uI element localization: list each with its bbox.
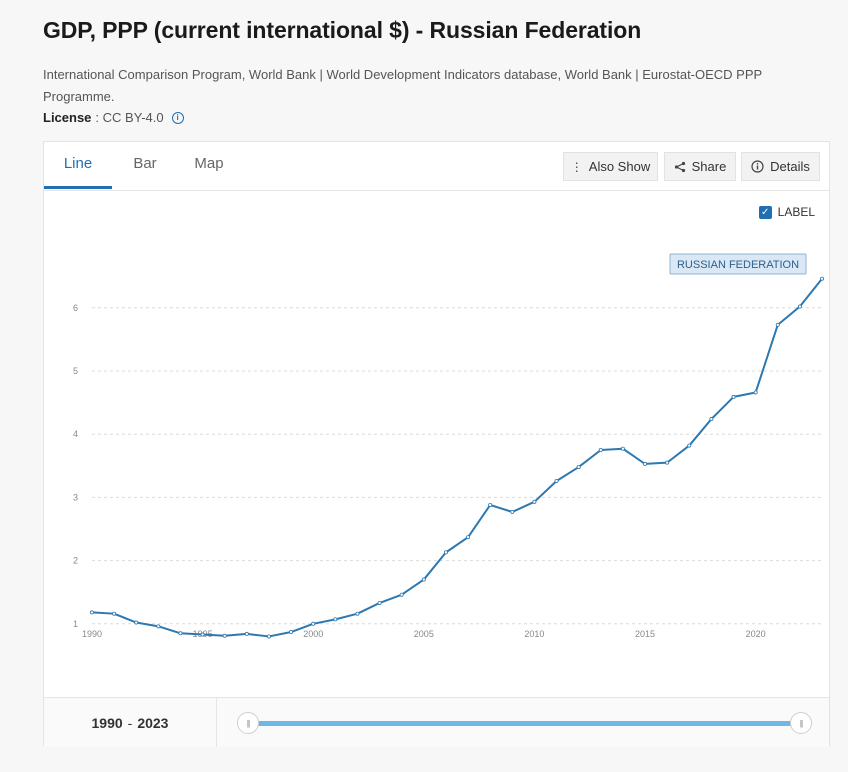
data-point — [134, 620, 139, 625]
range-end-handle[interactable]: ||| — [790, 712, 812, 734]
data-point — [399, 592, 404, 597]
x-tick-label: 1990 — [82, 629, 102, 639]
data-point — [266, 634, 271, 639]
tab-bar[interactable]: Bar — [133, 155, 157, 172]
data-point — [687, 443, 692, 448]
data-point — [576, 465, 581, 470]
data-point — [333, 617, 338, 622]
series-line — [91, 278, 823, 638]
more-vertical-icon: ⋮ — [570, 159, 583, 174]
data-point — [620, 446, 625, 451]
y-tick-label: 2 — [73, 556, 78, 566]
data-point — [532, 499, 537, 504]
data-point — [775, 322, 780, 327]
data-point — [643, 461, 648, 466]
chart-card: Line Bar Map ⋮ Also Show Share Details ✓… — [43, 141, 830, 747]
data-point — [222, 633, 227, 638]
x-tick-label: 2010 — [524, 629, 544, 639]
data-point — [200, 632, 205, 637]
tab-line[interactable]: Line — [44, 142, 112, 189]
license-value[interactable]: CC BY-4.0 — [102, 110, 164, 125]
page-title: GDP, PPP (current international $) - Rus… — [43, 17, 642, 43]
chart-grid — [92, 307, 822, 625]
data-point — [665, 460, 670, 465]
data-point — [355, 611, 360, 616]
label-toggle[interactable]: ✓ LABEL — [758, 205, 815, 219]
data-point — [244, 631, 249, 636]
data-point — [753, 390, 758, 395]
range-slider-track[interactable] — [249, 721, 801, 726]
source-text: International Comparison Program, World … — [43, 67, 762, 104]
data-point — [554, 478, 559, 483]
share-button[interactable]: Share — [664, 152, 736, 181]
y-tick-label: 1 — [73, 619, 78, 629]
data-point — [421, 577, 426, 582]
data-point — [311, 621, 316, 626]
x-tick-label: 2015 — [635, 629, 655, 639]
license-line: License : CC BY-4.0 i — [43, 110, 184, 125]
data-point — [510, 509, 515, 514]
range-end: 2023 — [137, 714, 169, 731]
range-separator: - — [127, 714, 133, 731]
series-label-box — [669, 253, 807, 275]
also-show-label: Also Show — [588, 159, 651, 174]
share-icon — [674, 161, 686, 173]
series-labels: RUSSIAN FEDERATION — [669, 253, 807, 275]
y-tick-label: 3 — [73, 492, 78, 502]
data-point — [178, 631, 183, 636]
info-icon[interactable]: i — [171, 111, 184, 124]
data-point — [443, 550, 448, 555]
data-point — [466, 535, 471, 540]
chart-series — [90, 276, 825, 639]
also-show-button[interactable]: ⋮ Also Show — [563, 152, 658, 181]
y-axis-ticks: 1 2 3 4 5 6 — [73, 303, 78, 629]
y-tick-label: 4 — [73, 429, 78, 439]
data-point — [289, 630, 294, 635]
data-point — [598, 447, 603, 452]
tab-map[interactable]: Map — [194, 155, 224, 172]
range-footer: 1990 - 2023 ||| ||| — [44, 697, 829, 747]
series-label: RUSSIAN FEDERATION — [677, 259, 799, 271]
data-point — [709, 417, 714, 422]
details-label: Details — [770, 159, 810, 174]
range-start-handle[interactable]: ||| — [237, 712, 259, 734]
share-label: Share — [691, 159, 727, 174]
info-icon — [751, 160, 764, 173]
y-tick-label: 5 — [73, 366, 78, 376]
data-point — [820, 276, 825, 281]
data-point — [797, 304, 802, 309]
range-label: 1990 - 2023 — [44, 698, 217, 747]
data-point — [377, 600, 382, 605]
data-point — [488, 502, 493, 507]
license-label: License — [43, 110, 92, 125]
chart-tabs: Line Bar Map ⋮ Also Show Share Details — [44, 142, 829, 191]
label-toggle-text: LABEL — [777, 205, 815, 219]
y-tick-label: 6 — [73, 303, 78, 313]
license-separator: : — [95, 110, 100, 125]
checkbox-checked-icon[interactable]: ✓ — [758, 205, 772, 219]
x-tick-label: 2000 — [303, 629, 323, 639]
data-point — [156, 624, 161, 629]
details-button[interactable]: Details — [741, 152, 820, 181]
data-point — [90, 610, 95, 615]
range-start: 1990 — [91, 714, 123, 731]
data-point — [112, 611, 117, 616]
x-tick-label: 2020 — [746, 629, 766, 639]
data-point — [731, 394, 736, 399]
x-tick-label: 2005 — [414, 629, 434, 639]
